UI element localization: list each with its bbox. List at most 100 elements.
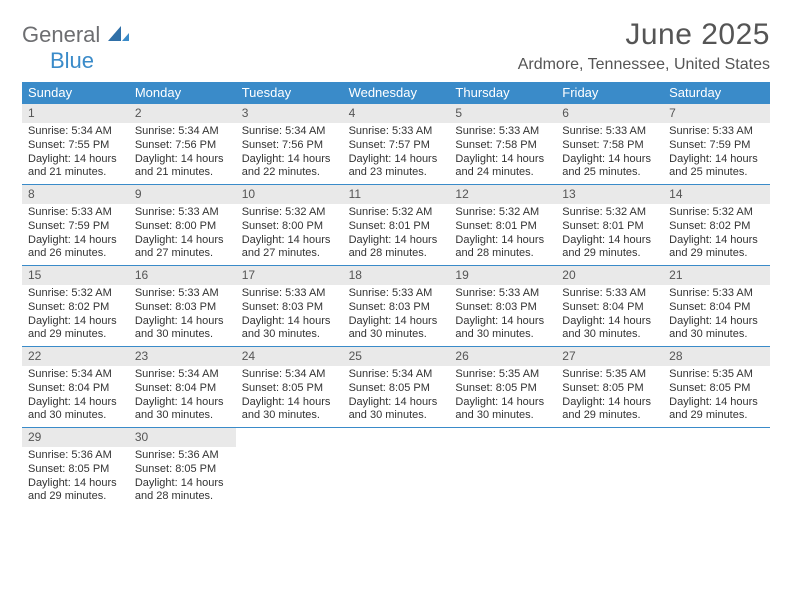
day-day1: Daylight: 14 hours [242,315,337,329]
day-number: 27 [556,347,663,366]
day-number: 26 [449,347,556,366]
title-block: June 2025 Ardmore, Tennessee, United Sta… [518,18,770,74]
day-day2: and 30 minutes. [349,409,444,423]
day-number: 8 [22,185,129,204]
day-info: Sunrise: 5:33 AMSunset: 8:03 PMDaylight:… [236,285,343,346]
day-day2: and 29 minutes. [562,409,657,423]
day-sunset: Sunset: 8:03 PM [135,301,230,315]
day-sunset: Sunset: 8:05 PM [28,463,123,477]
day-number: 3 [236,104,343,123]
weekday-header: Friday [556,82,663,104]
day-day2: and 30 minutes. [28,409,123,423]
day-cell: 19Sunrise: 5:33 AMSunset: 8:03 PMDayligh… [449,266,556,346]
day-sunset: Sunset: 8:01 PM [562,220,657,234]
day-sunset: Sunset: 7:57 PM [349,139,444,153]
day-day1: Daylight: 14 hours [28,315,123,329]
day-sunset: Sunset: 8:01 PM [349,220,444,234]
day-day2: and 30 minutes. [669,328,764,342]
day-number: 7 [663,104,770,123]
day-day2: and 28 minutes. [135,490,230,504]
day-sunset: Sunset: 8:01 PM [455,220,550,234]
day-day2: and 29 minutes. [669,409,764,423]
day-info: Sunrise: 5:34 AMSunset: 7:55 PMDaylight:… [22,123,129,184]
weekday-header: Thursday [449,82,556,104]
day-sunset: Sunset: 8:05 PM [135,463,230,477]
week-row: 15Sunrise: 5:32 AMSunset: 8:02 PMDayligh… [22,266,770,347]
day-sunrise: Sunrise: 5:32 AM [242,206,337,220]
day-info: Sunrise: 5:32 AMSunset: 8:01 PMDaylight:… [343,204,450,265]
day-day1: Daylight: 14 hours [242,396,337,410]
day-sunset: Sunset: 8:05 PM [669,382,764,396]
day-cell: 6Sunrise: 5:33 AMSunset: 7:58 PMDaylight… [556,104,663,184]
day-day2: and 30 minutes. [349,328,444,342]
week-row: 22Sunrise: 5:34 AMSunset: 8:04 PMDayligh… [22,347,770,428]
day-cell: 1Sunrise: 5:34 AMSunset: 7:55 PMDaylight… [22,104,129,184]
day-sunset: Sunset: 8:03 PM [455,301,550,315]
weekday-header: Tuesday [236,82,343,104]
day-sunrise: Sunrise: 5:33 AM [669,125,764,139]
day-cell: 12Sunrise: 5:32 AMSunset: 8:01 PMDayligh… [449,185,556,265]
day-sunrise: Sunrise: 5:33 AM [135,206,230,220]
day-number: 24 [236,347,343,366]
day-sunset: Sunset: 7:59 PM [669,139,764,153]
day-info: Sunrise: 5:33 AMSunset: 8:04 PMDaylight:… [556,285,663,346]
day-info: Sunrise: 5:33 AMSunset: 7:57 PMDaylight:… [343,123,450,184]
day-sunset: Sunset: 7:56 PM [135,139,230,153]
logo-word-general: General [22,22,100,47]
day-sunset: Sunset: 8:04 PM [562,301,657,315]
day-info: Sunrise: 5:34 AMSunset: 8:04 PMDaylight:… [22,366,129,427]
day-sunset: Sunset: 8:00 PM [242,220,337,234]
week-row: 29Sunrise: 5:36 AMSunset: 8:05 PMDayligh… [22,428,770,508]
day-info: Sunrise: 5:33 AMSunset: 8:03 PMDaylight:… [449,285,556,346]
day-sunset: Sunset: 7:59 PM [28,220,123,234]
day-sunset: Sunset: 7:58 PM [455,139,550,153]
day-sunrise: Sunrise: 5:33 AM [455,287,550,301]
day-info: Sunrise: 5:32 AMSunset: 8:00 PMDaylight:… [236,204,343,265]
day-day2: and 21 minutes. [28,166,123,180]
day-info: Sunrise: 5:33 AMSunset: 7:59 PMDaylight:… [663,123,770,184]
day-info: Sunrise: 5:34 AMSunset: 7:56 PMDaylight:… [236,123,343,184]
week-row: 8 Sunrise: 5:33 AM Sunset: 7:59 PM Daylight… [22,185,770,266]
day-number: 15 [22,266,129,285]
day-cell [236,428,343,508]
day-day1: Daylight: 14 hours [135,396,230,410]
day-number: 5 [449,104,556,123]
day-cell: 27Sunrise: 5:35 AMSunset: 8:05 PMDayligh… [556,347,663,427]
day-info: Sunrise: 5:34 AMSunset: 7:56 PMDaylight:… [129,123,236,184]
day-sunrise: Sunrise: 5:33 AM [135,287,230,301]
day-sunset: Sunset: 8:05 PM [349,382,444,396]
day-day1: Daylight: 14 hours [135,234,230,248]
day-cell: 2Sunrise: 5:34 AMSunset: 7:56 PMDaylight… [129,104,236,184]
day-sunset: Sunset: 8:03 PM [349,301,444,315]
day-day2: and 30 minutes. [455,409,550,423]
day-sunset: Sunset: 8:04 PM [28,382,123,396]
day-number: 19 [449,266,556,285]
day-sunrise: Sunrise: 5:32 AM [669,206,764,220]
day-info: Sunrise: 5:32 AMSunset: 8:02 PMDaylight:… [663,204,770,265]
day-number: 6 [556,104,663,123]
day-number: 25 [343,347,450,366]
day-number: 1 [22,104,129,123]
weekday-header: Sunday [22,82,129,104]
day-cell: 23Sunrise: 5:34 AMSunset: 8:04 PMDayligh… [129,347,236,427]
day-number: 22 [22,347,129,366]
day-sunrise: Sunrise: 5:34 AM [28,368,123,382]
day-day2: and 29 minutes. [28,490,123,504]
day-sunrise: Sunrise: 5:33 AM [349,125,444,139]
day-number: 10 [236,185,343,204]
day-cell: 8Sunrise: 5:33 AMSunset: 7:59 PMDaylight… [22,185,129,265]
day-sunrise: Sunrise: 5:34 AM [242,368,337,382]
logo-sail-icon [108,29,130,46]
day-sunrise: Sunrise: 5:32 AM [349,206,444,220]
day-info: Sunrise: 5:32 AMSunset: 8:02 PMDaylight:… [22,285,129,346]
weekday-header: Monday [129,82,236,104]
day-number: 21 [663,266,770,285]
day-sunrise: Sunrise: 5:33 AM [242,287,337,301]
day-day1: Daylight: 14 hours [242,234,337,248]
day-cell: 4Sunrise: 5:33 AMSunset: 7:57 PMDaylight… [343,104,450,184]
day-day2: and 22 minutes. [242,166,337,180]
day-cell: 22Sunrise: 5:34 AMSunset: 8:04 PMDayligh… [22,347,129,427]
day-day1: Daylight: 14 hours [562,315,657,329]
day-sunrise: Sunrise: 5:33 AM [349,287,444,301]
day-cell: 7Sunrise: 5:33 AMSunset: 7:59 PMDaylight… [663,104,770,184]
